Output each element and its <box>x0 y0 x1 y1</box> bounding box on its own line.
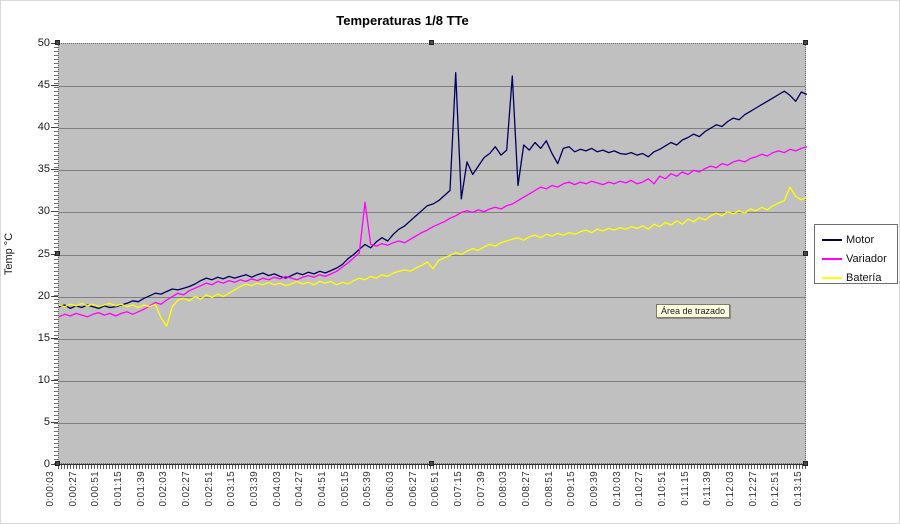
y-tick-label: 0 <box>43 458 50 470</box>
y-major-tick <box>51 296 58 297</box>
gridline <box>59 297 805 298</box>
x-tick-label: 0:00:27 <box>67 471 79 507</box>
x-tick-label: 0:09:15 <box>566 471 578 507</box>
y-major-tick <box>51 254 58 255</box>
legend-label: Motor <box>846 233 875 246</box>
legend[interactable]: Motor Variador Batería <box>814 224 898 284</box>
gridline <box>59 128 805 129</box>
series-line-batería[interactable] <box>59 186 807 327</box>
legend-item-motor[interactable]: Motor <box>822 232 897 247</box>
x-tick-label: 0:03:39 <box>249 471 260 507</box>
x-tick-label: 0:05:39 <box>362 471 374 507</box>
y-tick-label: 20 <box>37 289 50 302</box>
y-major-tick <box>51 380 58 381</box>
gridline <box>59 255 805 256</box>
x-tick-label: 0:10:27 <box>634 471 646 507</box>
y-tick-label: 25 <box>37 247 50 260</box>
legend-item-variador[interactable]: Variador <box>822 251 897 266</box>
plot-selection-handle[interactable] <box>429 40 434 45</box>
x-axis-minor-ticks <box>58 465 807 469</box>
x-tick-label: 0:10:03 <box>611 471 623 507</box>
y-tick-label: 35 <box>37 163 50 176</box>
y-tick-label: 15 <box>37 331 50 344</box>
y-tick-label: 10 <box>37 373 50 386</box>
series-line-variador[interactable] <box>59 146 807 318</box>
legend-label: Batería <box>846 271 882 284</box>
x-tick-label: 0:03:15 <box>226 471 238 507</box>
plot-selection-handle[interactable] <box>55 40 60 45</box>
plot-selection-handle[interactable] <box>803 250 808 256</box>
variador-line-swatch <box>822 257 842 260</box>
x-tick-label: 0:01:39 <box>135 471 147 507</box>
x-tick-label: 0:05:15 <box>339 471 351 507</box>
x-tick-label: 0:08:03 <box>498 471 510 507</box>
x-tick-label: 0:06:03 <box>385 471 396 507</box>
x-tick-label: 0:04:51 <box>317 471 328 507</box>
y-tick-label: 45 <box>37 79 50 92</box>
gridline <box>59 381 805 382</box>
x-tick-label: 0:08:27 <box>521 471 532 507</box>
series-line-motor[interactable] <box>59 71 807 310</box>
legend-label: Variador <box>846 252 887 265</box>
x-tick-label: 0:12:27 <box>747 471 759 507</box>
x-tick-label: 0:08:51 <box>543 471 555 507</box>
y-tick-label: 30 <box>37 205 50 218</box>
gridline <box>59 212 805 213</box>
plot-selection-handle[interactable] <box>429 461 434 466</box>
y-major-tick <box>51 127 58 128</box>
y-major-tick <box>51 422 58 423</box>
x-tick-label: 0:09:39 <box>589 471 600 507</box>
x-tick-label: 0:06:27 <box>407 471 419 507</box>
x-tick-label: 0:04:03 <box>271 471 283 507</box>
x-tick-label: 0:10:51 <box>657 471 668 507</box>
x-tick-label: 0:07:15 <box>453 471 464 507</box>
legend-item-bateria[interactable]: Batería <box>822 270 897 284</box>
series-plot <box>59 71 807 327</box>
x-tick-label: 0:13:15 <box>793 471 804 507</box>
x-tick-label: 0:06:51 <box>430 471 442 507</box>
x-tick-label: 0:02:03 <box>158 471 170 507</box>
y-tick-label: 5 <box>43 415 50 428</box>
x-tick-label: 0:11:39 <box>702 471 714 506</box>
x-tick-label: 0:12:51 <box>770 471 782 507</box>
plot-selection-handle[interactable] <box>55 461 60 466</box>
chart-title: Temperaturas 1/8 TTe <box>336 13 469 28</box>
x-tick-label: 0:12:03 <box>725 471 736 507</box>
plot-selection-handle[interactable] <box>803 461 808 466</box>
y-tick-label: 40 <box>37 121 50 134</box>
x-tick-label: 0:02:51 <box>203 471 215 507</box>
x-tick-label: 0:02:27 <box>181 471 192 507</box>
x-tick-label: 0:00:03 <box>45 471 56 507</box>
y-major-tick <box>51 169 58 170</box>
y-major-tick <box>51 43 58 44</box>
plot-selection-handle[interactable] <box>55 250 60 256</box>
x-tick-label: 0:04:27 <box>294 471 306 507</box>
gridline <box>59 170 805 171</box>
gridline <box>59 423 805 424</box>
gridline <box>59 339 805 340</box>
y-tick-label: 50 <box>37 37 50 49</box>
x-tick-label: 0:00:51 <box>90 471 102 507</box>
plot-selection-handle[interactable] <box>803 40 808 45</box>
plot-area-tooltip: Área de trazado <box>656 304 731 318</box>
x-tick-label: 0:11:15 <box>679 471 691 506</box>
plot-area[interactable] <box>58 43 807 464</box>
motor-line-swatch <box>822 238 842 241</box>
y-major-tick <box>51 338 58 339</box>
y-major-tick <box>51 85 58 86</box>
y-major-tick <box>51 211 58 212</box>
bateria-line-swatch <box>822 276 842 279</box>
x-tick-label: 0:01:15 <box>113 471 124 507</box>
y-major-tick <box>51 464 58 465</box>
gridline <box>59 86 805 87</box>
x-tick-label: 0:07:39 <box>475 471 487 507</box>
